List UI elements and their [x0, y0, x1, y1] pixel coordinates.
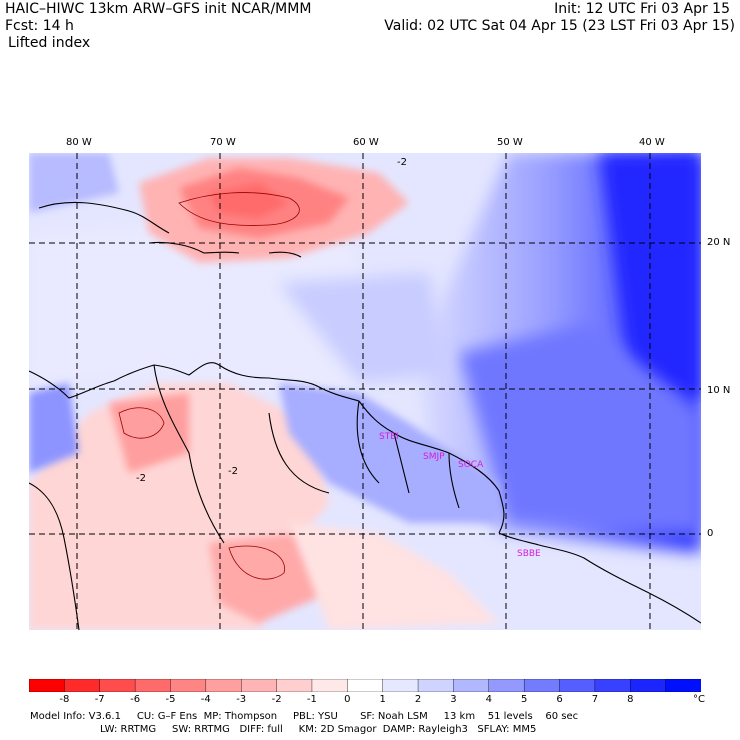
colorbar-tick-label: 8	[627, 694, 634, 705]
lon-label-40w: 40 W	[639, 137, 665, 148]
field-name: Lifted index	[8, 35, 91, 51]
colorbar-tick-label: -7	[94, 694, 105, 705]
colorbar-swatch	[417, 679, 455, 692]
colorbar-tick-label: -3	[236, 694, 247, 705]
station-smjp: SMJP	[423, 452, 445, 462]
colorbar-tick-label: 4	[485, 694, 492, 705]
station-stei: STEI	[379, 432, 399, 442]
map-title: HAIC–HIWC 13km ARW–GFS init NCAR/MMM	[5, 1, 312, 17]
colorbar-swatch	[347, 679, 384, 692]
lat-label-0: 0	[707, 528, 714, 539]
lon-label-80w: 80 W	[66, 137, 92, 148]
colorbar-swatch	[594, 679, 631, 692]
colorbar-swatch	[170, 679, 207, 692]
colorbar-swatch	[630, 679, 667, 692]
colorbar-swatch	[99, 679, 136, 692]
colorbar	[29, 679, 701, 692]
colorbar-swatch	[311, 679, 349, 692]
colorbar-swatch	[488, 679, 525, 692]
colorbar-unit: °C	[693, 694, 705, 705]
valid-time: Valid: 02 UTC Sat 04 Apr 15 (23 LST Fri …	[384, 18, 735, 34]
lon-label-70w: 70 W	[210, 137, 236, 148]
coastlines	[29, 201, 701, 630]
colorbar-tick-label: -6	[130, 694, 141, 705]
colorbar-tick-label: -4	[200, 694, 211, 705]
colorbar-tick-label: 3	[450, 694, 457, 705]
colorbar-tick-label: 6	[556, 694, 563, 705]
lon-label-60w: 60 W	[353, 137, 379, 148]
colorbar-swatch	[134, 679, 172, 692]
lat-label-20n: 20 N	[707, 237, 731, 248]
colorbar-tick-label: -5	[165, 694, 176, 705]
colorbar-tick-label: 1	[379, 694, 386, 705]
colorbar-swatch	[382, 679, 419, 692]
lifted-index-map	[29, 153, 701, 630]
shaded-field	[29, 153, 701, 630]
colorbar-swatch	[205, 679, 242, 692]
colorbar-swatch	[29, 679, 66, 692]
graticule	[29, 153, 701, 630]
lon-label-50w: 50 W	[497, 137, 523, 148]
init-time: Init: 12 UTC Fri 03 Apr 15	[554, 1, 730, 17]
model-info-line2: LW: RRTMG SW: RRTMG DIFF: full KM: 2D Sm…	[100, 724, 537, 735]
colorbar-tick-label: -8	[59, 694, 70, 705]
colorbar-tick-label: -2	[271, 694, 282, 705]
contour-label: -2	[228, 466, 238, 477]
colorbar-tick-label: 7	[591, 694, 599, 705]
model-info-line1: Model Info: V3.6.1 CU: G–F Ens MP: Thomp…	[30, 711, 579, 722]
colorbar-swatch	[453, 679, 490, 692]
colorbar-swatch	[64, 679, 101, 692]
lat-label-10n: 10 N	[707, 385, 731, 396]
colorbar-swatch	[559, 679, 596, 692]
contour-label: -2	[136, 473, 146, 484]
station-sbbe: SBBE	[517, 549, 541, 559]
colorbar-tick-label: 2	[414, 694, 422, 705]
colorbar-swatch	[665, 679, 701, 692]
colorbar-swatch	[276, 679, 313, 692]
colorbar-tick-label: 0	[344, 694, 351, 705]
colorbar-tick-label: 5	[521, 694, 528, 705]
station-soca: SOCA	[458, 460, 484, 470]
colorbar-swatch	[523, 679, 561, 692]
colorbar-tick-label: -1	[306, 694, 317, 705]
forecast-hour: Fcst: 14 h	[5, 18, 74, 34]
colorbar-swatch	[241, 679, 278, 692]
contour-label: -2	[397, 157, 407, 168]
contours	[118, 192, 300, 580]
